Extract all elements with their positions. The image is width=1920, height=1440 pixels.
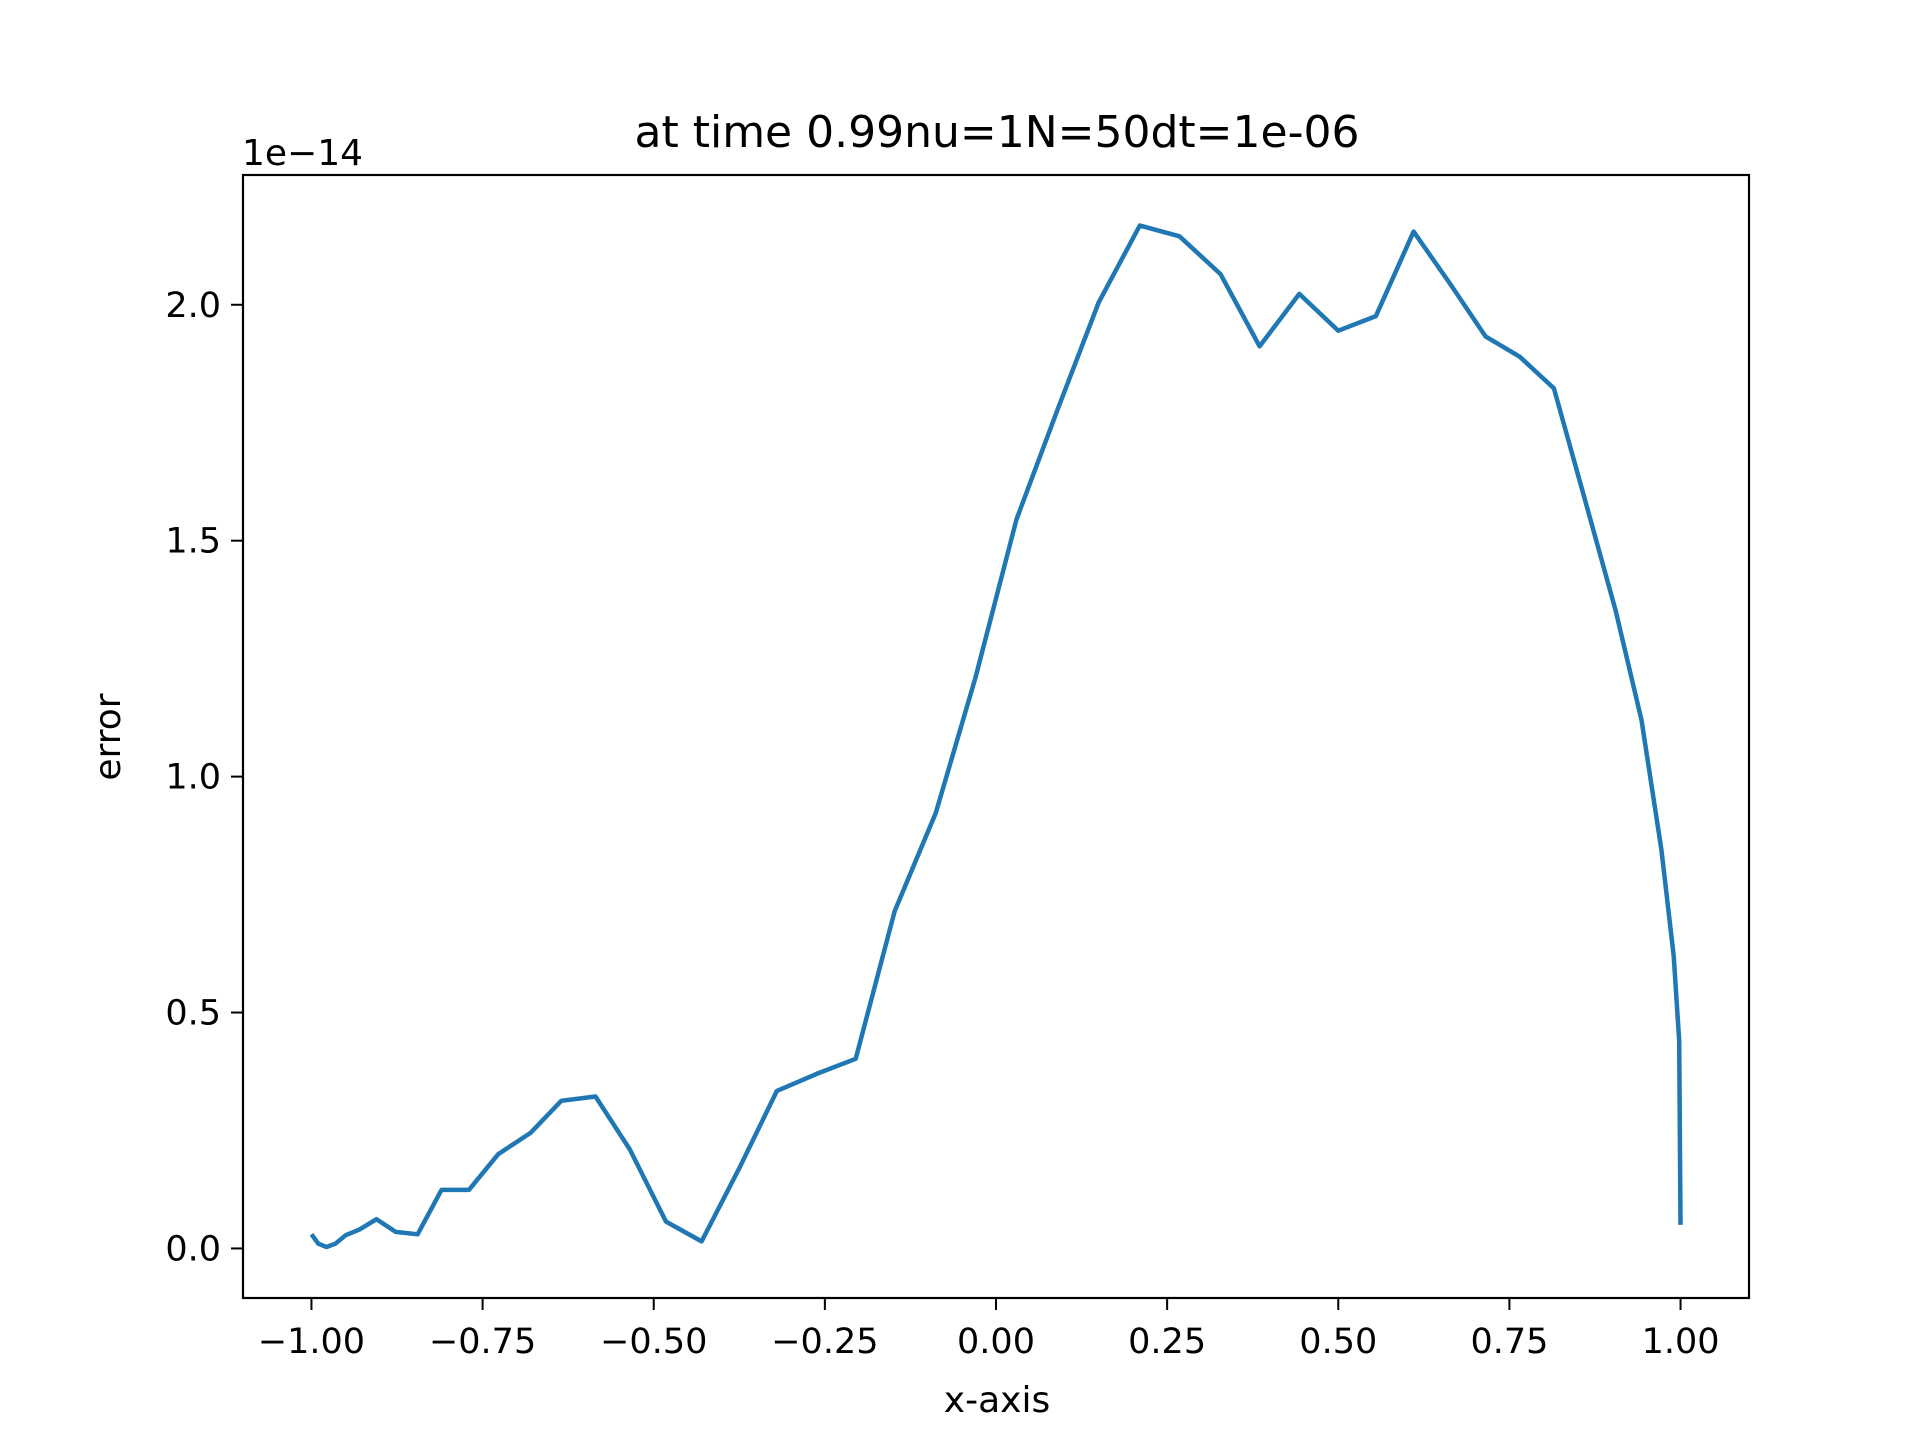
x-tick-label: −0.75 xyxy=(429,1322,536,1362)
plot-frame xyxy=(241,173,1751,1300)
x-tick-label: −0.50 xyxy=(600,1322,707,1362)
x-tick-label: −1.00 xyxy=(258,1322,365,1362)
y-tick-label: 0.5 xyxy=(165,994,221,1034)
y-tick-label: 1.0 xyxy=(165,758,221,798)
x-tick-label: 0.25 xyxy=(1128,1322,1206,1362)
y-tick-label: 0.0 xyxy=(165,1229,221,1269)
x-tick-label: 0.75 xyxy=(1470,1322,1548,1362)
y-offset-label: 1e−14 xyxy=(242,133,363,174)
x-tick-label: −0.25 xyxy=(771,1322,878,1362)
x-tick-label: 0.00 xyxy=(957,1322,1035,1362)
chart-title: at time 0.99nu=1N=50dt=1e-06 xyxy=(635,107,1360,158)
y-tick-label: 1.5 xyxy=(165,522,221,562)
y-axis-label: error xyxy=(88,693,129,780)
series-line xyxy=(309,223,1683,1250)
x-axis-label: x-axis xyxy=(944,1380,1050,1421)
x-tick-label: 1.00 xyxy=(1642,1322,1720,1362)
axis-ticks: −1.00 −0.75 −0.50 −0.25 0.00 0.25 0.50 0.75 1.00… xyxy=(165,286,1719,1362)
y-tick-label: 2.0 xyxy=(165,286,221,326)
x-tick-label: 0.50 xyxy=(1299,1322,1377,1362)
